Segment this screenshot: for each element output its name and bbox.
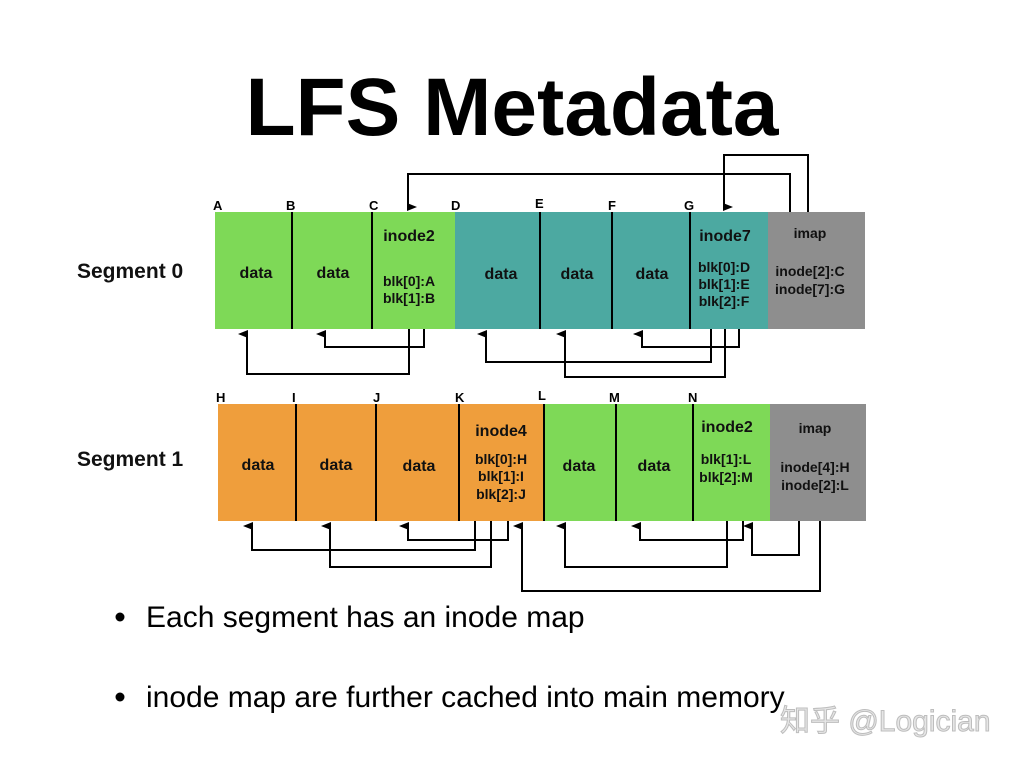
data-block-label: data [638,458,671,475]
address-label: F [608,198,616,213]
data-block-label: data [561,266,594,283]
arrow-imap-to-inode2 [743,521,800,556]
watermark: 知乎 @Logician [780,705,991,738]
inode2-entry: blk[0]:A [383,273,435,289]
bullet-list: Each segment has an inode map inode map … [115,601,785,714]
seg1-green-blocks [543,404,770,521]
address-label: G [684,198,694,213]
imap-entry: inode[2]:L [781,477,849,493]
segment-1: Segment 1 H I J K L M N data data data i… [77,388,866,592]
inode2-title: inode2 [701,419,753,436]
address-label: B [286,198,295,213]
address-label: N [688,390,697,405]
data-block-label: data [317,265,350,282]
data-block-label: data [320,457,353,474]
imap-entry: inode[4]:H [780,459,849,475]
arrow-inode2-to-A [238,329,410,375]
inode2-entry: blk[2]:M [699,469,753,485]
data-block-label: data [563,458,596,475]
data-block-label: data [636,266,669,283]
data-block-label: data [240,265,273,282]
seg1-orange-blocks [218,404,543,521]
address-label: H [216,390,225,405]
arrow-inode2-to-M [631,521,744,541]
address-label: C [369,198,379,213]
arrow-inode2-to-B [316,329,425,348]
arrow-imap-to-inode2 [407,173,791,212]
address-label: M [609,390,620,405]
inode4-entry: blk[1]:I [478,468,524,484]
data-block-label: data [403,458,436,475]
address-label: K [455,390,465,405]
data-block-label: data [485,266,518,283]
segment-0-label: Segment 0 [77,260,183,283]
bullet-item: inode map are further cached into main m… [146,681,785,714]
address-label: I [292,390,296,405]
data-block-label: data [242,457,275,474]
address-label: A [213,198,223,213]
slide-title: LFS Metadata [245,62,779,153]
arrow-inode7-to-D [477,329,712,363]
bullet-item: Each segment has an inode map [146,601,585,634]
address-label: J [373,390,380,405]
imap-title: imap [799,420,832,436]
inode7-entry: blk[0]:D [698,259,750,275]
inode4-entry: blk[0]:H [475,451,527,467]
inode2-title: inode2 [383,228,435,245]
inode7-entry: blk[2]:F [699,293,750,309]
address-label: E [535,196,544,211]
inode4-entry: blk[2]:J [476,486,526,502]
inode2-entry: blk[1]:L [701,451,752,467]
seg1-imap-block [770,404,866,521]
arrow-imap-to-inode4 [513,521,821,592]
arrow-inode4-to-J [399,521,509,541]
imap-entry: inode[2]:C [775,263,844,279]
arrow-inode4-to-H [243,521,476,551]
seg0-green-blocks [215,212,455,329]
segment-0: Segment 0 A B C D E F G data data inode2… [77,154,865,378]
address-label: L [538,388,546,403]
inode7-title: inode7 [699,228,751,245]
imap-title: imap [794,225,827,241]
arrow-imap-to-inode7 [723,154,809,212]
inode2-entry: blk[1]:B [383,290,435,306]
inode7-entry: blk[1]:E [698,276,749,292]
segment-1-label: Segment 1 [77,448,184,471]
bullet-dot [115,612,125,622]
arrow-inode2-to-L [556,521,728,568]
bullet-dot [115,692,125,702]
imap-entry: inode[7]:G [775,281,845,297]
arrow-inode7-to-F [633,329,740,348]
address-label: D [451,198,460,213]
arrow-inode4-to-I [321,521,492,568]
arrow-inode7-to-E [556,329,726,378]
seg0-imap-block [768,212,865,329]
inode4-title: inode4 [475,423,527,440]
